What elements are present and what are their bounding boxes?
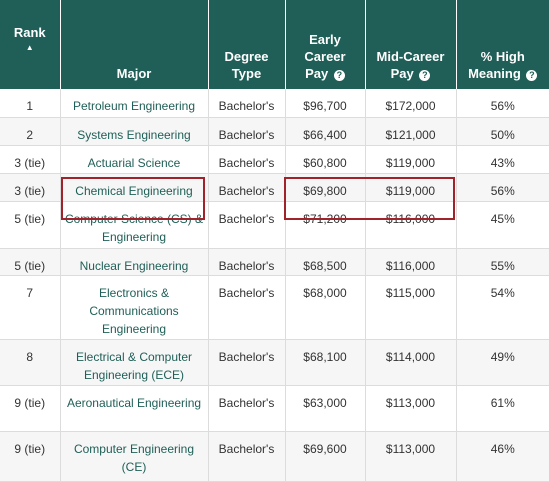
high-meaning-line-1: % High [480,49,525,64]
table-row: 1 Petroleum Engineering Bachelor's $96,7… [0,89,549,118]
rank-cell: 8 [0,339,61,386]
major-cell[interactable]: Electronics & Communications Engineering [60,275,209,340]
column-header-degree-type[interactable]: Degree Type [208,0,286,89]
table-row: 5 (tie) Computer Science (CS) & Engineer… [0,201,549,249]
column-header-major-label: Major [116,66,152,81]
table-row: 8 Electrical & Computer Engineering (ECE… [0,339,549,386]
high-meaning-cell: 43% [456,145,549,174]
sort-ascending-icon: ▲ [25,43,34,52]
column-header-major[interactable]: Major [60,0,209,89]
degree-cell: Bachelor's [208,431,286,482]
degree-cell: Bachelor's [208,117,286,146]
mid-pay-cell: $119,000 [365,173,457,202]
table-row: 3 (tie) Actuarial Science Bachelor's $60… [0,145,549,174]
major-cell[interactable]: Nuclear Engineering [60,248,209,276]
table-row: 3 (tie) Chemical Engineering Bachelor's … [0,173,549,202]
degree-cell: Bachelor's [208,201,286,249]
rank-cell: 7 [0,275,61,340]
column-header-rank-label: Rank [13,25,46,40]
early-pay-cell: $96,700 [285,89,366,118]
early-pay-cell: $71,200 [285,201,366,249]
rank-cell: 9 (tie) [0,431,61,482]
mid-pay-cell: $113,000 [365,385,457,432]
high-meaning-cell: 55% [456,248,549,276]
major-cell[interactable]: Systems Engineering [60,117,209,146]
high-meaning-cell: 50% [456,117,549,146]
major-cell[interactable]: Electrical & Computer Engineering (ECE) [60,339,209,386]
high-meaning-cell: 46% [456,431,549,482]
high-meaning-cell: 56% [456,173,549,202]
mid-pay-cell: $113,000 [365,431,457,482]
degree-cell: Bachelor's [208,248,286,276]
mid-pay-cell: $121,000 [365,117,457,146]
column-header-mid-career-pay[interactable]: Mid-Career Pay ? [365,0,457,89]
rank-cell: 5 (tie) [0,248,61,276]
mid-career-line-2: Pay [390,66,414,81]
degree-cell: Bachelor's [208,173,286,202]
info-icon[interactable]: ? [526,70,538,81]
major-cell[interactable]: Aeronautical Engineering [60,385,209,432]
high-meaning-cell: 54% [456,275,549,340]
major-cell[interactable]: Computer Engineering (CE) [60,431,209,482]
major-cell[interactable]: Petroleum Engineering [60,89,209,118]
rank-cell: 3 (tie) [0,173,61,202]
mid-pay-cell: $116,000 [365,201,457,249]
table-row: 9 (tie) Computer Engineering (CE) Bachel… [0,431,549,482]
early-pay-cell: $69,600 [285,431,366,482]
early-pay-cell: $68,000 [285,275,366,340]
degree-cell: Bachelor's [208,339,286,386]
degree-type-line-2: Type [231,66,262,81]
major-cell[interactable]: Computer Science (CS) & Engineering [60,201,209,249]
table-row: 9 (tie) Aeronautical Engineering Bachelo… [0,385,549,432]
table-row: 7 Electronics & Communications Engineeri… [0,275,549,340]
mid-pay-cell: $115,000 [365,275,457,340]
major-cell[interactable]: Actuarial Science [60,145,209,174]
early-pay-cell: $68,100 [285,339,366,386]
early-pay-cell: $66,400 [285,117,366,146]
mid-pay-cell: $119,000 [365,145,457,174]
high-meaning-cell: 45% [456,201,549,249]
mid-pay-cell: $116,000 [365,248,457,276]
header-row: Rank ▲ Major Degree Type Early Career Pa… [0,0,549,89]
early-career-line-2: Career [304,49,346,64]
degree-cell: Bachelor's [208,89,286,118]
mid-career-line-1: Mid-Career [376,49,445,64]
column-header-high-meaning[interactable]: % High Meaning ? [456,0,549,89]
high-meaning-line-2: Meaning [468,66,521,81]
column-header-early-career-pay[interactable]: Early Career Pay ? [285,0,366,89]
early-pay-cell: $69,800 [285,173,366,202]
table-row: 5 (tie) Nuclear Engineering Bachelor's $… [0,248,549,276]
high-meaning-cell: 61% [456,385,549,432]
rank-cell: 2 [0,117,61,146]
rank-cell: 9 (tie) [0,385,61,432]
early-pay-cell: $68,500 [285,248,366,276]
info-icon[interactable]: ? [419,70,431,81]
degree-cell: Bachelor's [208,145,286,174]
early-career-line-1: Early [309,32,341,47]
degree-cell: Bachelor's [208,385,286,432]
rank-cell: 5 (tie) [0,201,61,249]
table-row: 2 Systems Engineering Bachelor's $66,400… [0,117,549,146]
table-body: 1 Petroleum Engineering Bachelor's $96,7… [0,89,549,482]
major-cell[interactable]: Chemical Engineering [60,173,209,202]
table-header: Rank ▲ Major Degree Type Early Career Pa… [0,0,549,89]
degree-cell: Bachelor's [208,275,286,340]
info-icon[interactable]: ? [333,70,345,81]
early-pay-cell: $60,800 [285,145,366,174]
mid-pay-cell: $172,000 [365,89,457,118]
column-header-rank[interactable]: Rank ▲ [0,0,61,89]
rank-cell: 1 [0,89,61,118]
rank-cell: 3 (tie) [0,145,61,174]
high-meaning-cell: 49% [456,339,549,386]
degree-type-line-1: Degree [224,49,269,64]
early-pay-cell: $63,000 [285,385,366,432]
high-meaning-cell: 56% [456,89,549,118]
mid-pay-cell: $114,000 [365,339,457,386]
early-career-line-3: Pay [305,66,329,81]
